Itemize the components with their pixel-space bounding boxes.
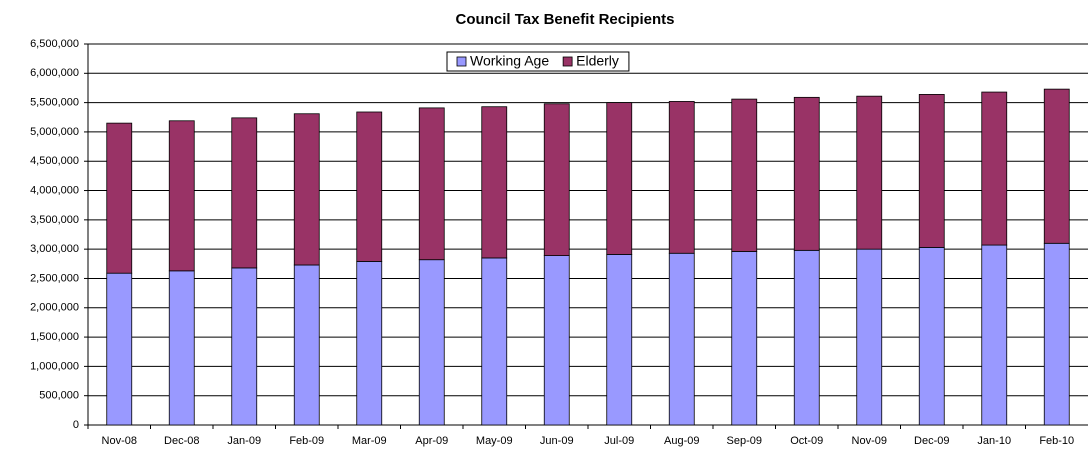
bar-segment bbox=[606, 254, 633, 426]
x-tick-label: Nov-09 bbox=[852, 435, 887, 447]
bar-segment bbox=[668, 101, 695, 254]
y-tick-label: 6,000,000 bbox=[30, 67, 79, 79]
x-tick-label: Apr-09 bbox=[415, 435, 448, 447]
bar-segment bbox=[293, 113, 320, 266]
chart-title: Council Tax Benefit Recipients bbox=[456, 11, 675, 28]
x-tick-label: Jul-09 bbox=[604, 435, 634, 447]
x-tick-label: Nov-08 bbox=[102, 435, 137, 447]
x-tick-label: Jun-09 bbox=[540, 435, 574, 447]
legend-label: Elderly bbox=[576, 53, 619, 69]
legend-label: Working Age bbox=[470, 53, 549, 69]
bar-segment bbox=[1043, 88, 1070, 244]
bar-segment bbox=[918, 94, 945, 248]
bar-segment bbox=[231, 267, 258, 426]
x-tick-label: Jan-10 bbox=[977, 435, 1011, 447]
bar-segment bbox=[918, 246, 945, 426]
bar-segment bbox=[356, 111, 383, 262]
legend-box bbox=[446, 51, 630, 72]
bar-segment bbox=[1043, 242, 1070, 426]
bar-segment bbox=[543, 103, 570, 257]
x-tick-label: Feb-10 bbox=[1039, 435, 1074, 447]
x-tick-label: Dec-09 bbox=[914, 435, 949, 447]
y-tick-label: 3,500,000 bbox=[30, 214, 79, 226]
legend-swatch bbox=[456, 56, 467, 67]
bar-segment bbox=[168, 270, 195, 426]
bar-segment bbox=[481, 257, 508, 426]
bar-segment bbox=[856, 95, 883, 250]
bar-segment bbox=[793, 96, 820, 251]
y-tick-label: 1,500,000 bbox=[30, 331, 79, 343]
y-tick-label: 1,000,000 bbox=[30, 360, 79, 372]
bar-segment bbox=[481, 106, 508, 259]
x-tick-label: Aug-09 bbox=[664, 435, 699, 447]
bar-segment bbox=[606, 102, 633, 255]
bar-segment bbox=[168, 120, 195, 272]
bar-segment bbox=[981, 91, 1008, 246]
x-tick-label: Dec-08 bbox=[164, 435, 199, 447]
y-tick-label: 2,500,000 bbox=[30, 272, 79, 284]
bar-segment bbox=[106, 272, 133, 426]
bar-segment bbox=[981, 244, 1008, 426]
bar-segment bbox=[231, 117, 258, 269]
x-tick-label: Mar-09 bbox=[352, 435, 387, 447]
y-tick-label: 5,000,000 bbox=[30, 126, 79, 138]
x-tick-label: Sep-09 bbox=[727, 435, 762, 447]
bar-segment bbox=[856, 248, 883, 426]
x-tick-label: Feb-09 bbox=[289, 435, 324, 447]
y-tick-label: 3,000,000 bbox=[30, 243, 79, 255]
bar-segment bbox=[668, 252, 695, 426]
bar-segment bbox=[731, 251, 758, 426]
y-tick-label: 4,500,000 bbox=[30, 155, 79, 167]
y-tick-label: 5,500,000 bbox=[30, 97, 79, 109]
x-tick-label: May-09 bbox=[476, 435, 513, 447]
legend-swatch bbox=[562, 56, 573, 67]
y-tick-label: 2,000,000 bbox=[30, 302, 79, 314]
bar-segment bbox=[293, 264, 320, 426]
legend: Working Age Elderly bbox=[446, 51, 630, 72]
x-tick-label: Oct-09 bbox=[790, 435, 823, 447]
bar-segment bbox=[106, 122, 133, 274]
bar-segment bbox=[731, 98, 758, 252]
bar-segment bbox=[418, 107, 445, 261]
y-tick-label: 0 bbox=[73, 419, 79, 431]
y-tick-label: 6,500,000 bbox=[30, 38, 79, 50]
y-tick-label: 500,000 bbox=[39, 390, 79, 402]
bar-segment bbox=[543, 255, 570, 426]
bar-segment bbox=[418, 259, 445, 426]
x-tick-label: Jan-09 bbox=[227, 435, 261, 447]
bar-segment bbox=[793, 249, 820, 426]
bar-segment bbox=[356, 261, 383, 426]
y-tick-label: 4,000,000 bbox=[30, 184, 79, 196]
